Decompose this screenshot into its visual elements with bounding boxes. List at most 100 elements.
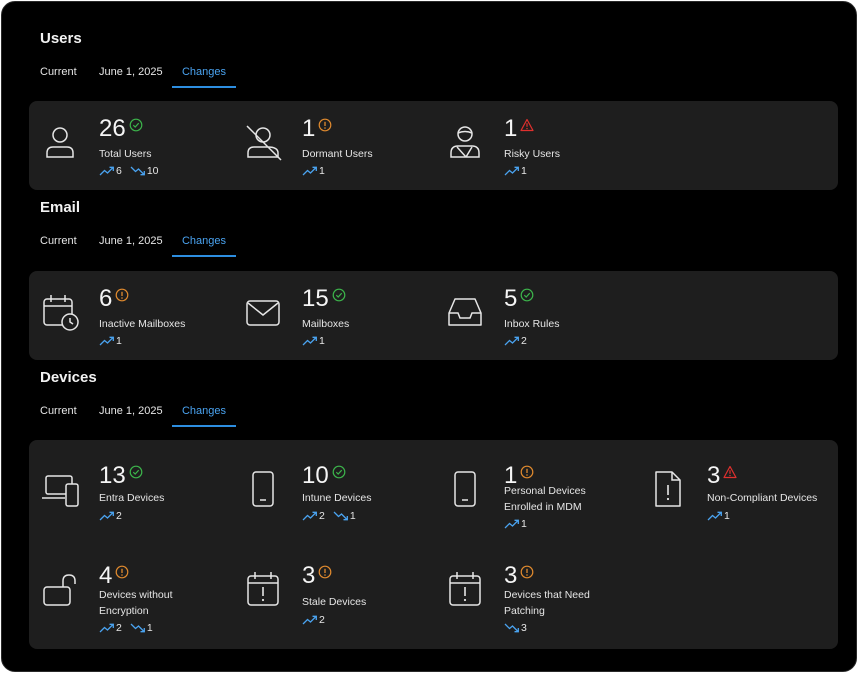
- non-compliant-devices-label: Non-Compliant Devices: [707, 492, 818, 504]
- total-users-value: 26: [99, 115, 126, 142]
- warning-status-icon: [318, 565, 332, 579]
- inbox-rules-label: Inbox Rules: [504, 318, 560, 330]
- tab-date[interactable]: June 1, 2025: [99, 405, 163, 417]
- entra-devices-value: 13: [99, 462, 126, 489]
- unlocked-icon: [41, 570, 79, 608]
- warning-status-icon: [520, 565, 534, 579]
- trend-down-icon: [504, 623, 520, 633]
- trend-down-count: 1: [146, 622, 153, 634]
- trend-up-count: 2: [319, 614, 325, 626]
- tab-changes[interactable]: Changes: [172, 231, 236, 257]
- label-line-1: Devices that Need: [504, 589, 590, 601]
- tab-current[interactable]: Current: [40, 66, 77, 78]
- personal-devices-card[interactable]: 1 Personal Devices Enrolled in MDM 1: [434, 452, 634, 532]
- risky-users-card[interactable]: 1 Risky Users 1: [434, 105, 634, 185]
- dormant-users-value: 1: [302, 115, 316, 142]
- trend-up-icon: [99, 623, 115, 633]
- trend-down-icon: [333, 511, 349, 521]
- calendar-clock-icon: [41, 293, 79, 331]
- trend-up-count: 6: [116, 165, 122, 177]
- warning-status-icon: [115, 565, 129, 579]
- calendar-alert-icon: [446, 570, 484, 608]
- non-compliant-devices-card[interactable]: 3 Non-Compliant Devices 1: [637, 452, 837, 532]
- intune-devices-label: Intune Devices: [302, 492, 372, 504]
- label-line-2: Enrolled in MDM: [504, 501, 582, 513]
- inbox-tray-icon: [446, 293, 484, 331]
- users-section-title: Users: [40, 30, 82, 47]
- email-panel: 6 Inactive Mailboxes 1 15 Mailboxes 1 5 …: [29, 271, 838, 360]
- tab-current[interactable]: Current: [40, 235, 77, 247]
- devices-need-patching-value: 3: [504, 562, 518, 589]
- trend-up-count: 2: [116, 622, 122, 634]
- label-line-1: Personal Devices: [504, 485, 586, 497]
- ok-status-icon: [129, 118, 143, 132]
- risky-user-icon: [446, 123, 484, 161]
- label-line-2: Patching: [504, 605, 545, 617]
- devices-need-patching-label: Devices that Need Patching: [504, 587, 644, 619]
- phone-icon: [244, 470, 282, 508]
- mailboxes-card[interactable]: 15 Mailboxes 1: [232, 275, 432, 355]
- trend-up-icon: [707, 511, 723, 521]
- tab-current[interactable]: Current: [40, 405, 77, 417]
- trend-down-count: 10: [146, 165, 159, 177]
- mailboxes-value: 15: [302, 285, 329, 312]
- tab-changes[interactable]: Changes: [172, 62, 236, 88]
- dormant-users-card[interactable]: 1 Dormant Users 1: [232, 105, 432, 185]
- label-line-1: Devices without: [99, 589, 173, 601]
- risky-users-value: 1: [504, 115, 518, 142]
- total-users-card[interactable]: 26 Total Users 6 10: [29, 105, 229, 185]
- personal-devices-label: Personal Devices Enrolled in MDM: [504, 483, 644, 515]
- devices-without-encryption-card[interactable]: 4 Devices without Encryption 2 1: [29, 552, 229, 634]
- devices-panel: 13 Entra Devices 2 10 Intune Devices 2 1…: [29, 440, 838, 649]
- entra-devices-card[interactable]: 13 Entra Devices 2: [29, 452, 229, 532]
- person-icon: [41, 123, 79, 161]
- person-off-icon: [244, 123, 282, 161]
- trend-up-icon: [504, 336, 520, 346]
- trend-up-icon: [504, 519, 520, 529]
- stale-devices-card[interactable]: 3 Stale Devices 2: [232, 552, 432, 632]
- ok-status-icon: [332, 465, 346, 479]
- trend-up-icon: [302, 166, 318, 176]
- inactive-mailboxes-value: 6: [99, 285, 113, 312]
- trend-up-count: 1: [116, 335, 122, 347]
- mailboxes-label: Mailboxes: [302, 318, 350, 330]
- trend-up-icon: [99, 511, 115, 521]
- trend-down-count: 3: [521, 622, 527, 634]
- personal-devices-value: 1: [504, 462, 518, 489]
- email-section-title: Email: [40, 199, 81, 216]
- users-panel: 26 Total Users 6 10 1 Dormant Users 1 1 …: [29, 101, 838, 190]
- devices-tabs: Current June 1, 2025 Changes: [30, 401, 260, 427]
- devices-need-patching-card[interactable]: 3 Devices that Need Patching 3: [434, 552, 634, 634]
- trend-up-icon: [302, 511, 318, 521]
- trend-up-icon: [504, 166, 520, 176]
- warning-status-icon: [520, 465, 534, 479]
- trend-up-count: 1: [319, 165, 325, 177]
- devices-without-encryption-label: Devices without Encryption: [99, 587, 239, 619]
- trend-up-count: 2: [521, 335, 527, 347]
- phone-icon: [446, 470, 484, 508]
- tab-date[interactable]: June 1, 2025: [99, 235, 163, 247]
- tab-changes[interactable]: Changes: [172, 401, 236, 427]
- warning-status-icon: [318, 118, 332, 132]
- risky-users-label: Risky Users: [504, 148, 561, 160]
- dormant-users-label: Dormant Users: [302, 148, 373, 160]
- trend-up-count: 2: [116, 510, 122, 522]
- non-compliant-devices-value: 3: [707, 462, 721, 489]
- danger-status-icon: [723, 465, 737, 479]
- ok-status-icon: [520, 288, 534, 302]
- trend-up-icon: [302, 615, 318, 625]
- inactive-mailboxes-card[interactable]: 6 Inactive Mailboxes 1: [29, 275, 229, 355]
- devices-without-encryption-value: 4: [99, 562, 113, 589]
- trend-down-icon: [130, 166, 146, 176]
- trend-up-count: 1: [724, 510, 730, 522]
- inactive-mailboxes-label: Inactive Mailboxes: [99, 318, 186, 330]
- stale-devices-value: 3: [302, 562, 316, 589]
- stale-devices-label: Stale Devices: [302, 596, 367, 608]
- intune-devices-card[interactable]: 10 Intune Devices 2 1: [232, 452, 432, 532]
- inbox-rules-card[interactable]: 5 Inbox Rules 2: [434, 275, 634, 355]
- tab-date[interactable]: June 1, 2025: [99, 66, 163, 78]
- envelope-icon: [244, 293, 282, 331]
- trend-up-icon: [99, 336, 115, 346]
- email-tabs: Current June 1, 2025 Changes: [30, 231, 260, 257]
